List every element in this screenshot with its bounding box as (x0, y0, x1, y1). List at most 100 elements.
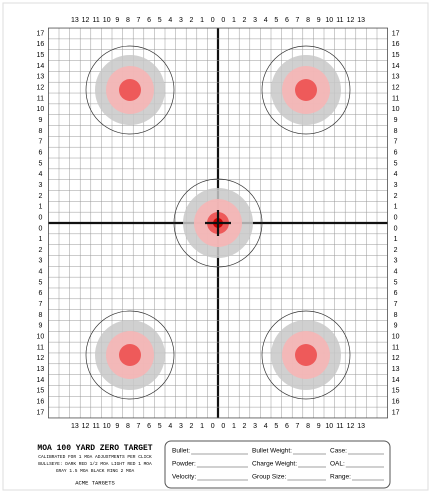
targets (85, 45, 351, 400)
left-label: 1 (38, 204, 42, 211)
top-label: 6 (285, 17, 289, 24)
left-label: 14 (37, 377, 45, 384)
left-label: 2 (38, 193, 42, 200)
bottom-label: 13 (357, 423, 365, 430)
outer-ring (261, 45, 351, 135)
right-label: 6 (394, 290, 398, 297)
right-label: 3 (394, 182, 398, 189)
right-label: 2 (394, 247, 398, 254)
form-label: Velocity: (172, 474, 196, 481)
left-label: 3 (38, 182, 42, 189)
footer-line: CALIBRATED FOR 1 MOA ADJUSTMENTS PER CLI… (38, 454, 152, 460)
left-label: 8 (38, 128, 42, 135)
right-label: 14 (392, 377, 400, 384)
left-label: 13 (37, 74, 45, 81)
right-label: 9 (394, 117, 398, 124)
left-label: 9 (38, 323, 42, 330)
footer-line: GRAY 1.5 MOA BLACK RING 2 MOA (56, 468, 135, 474)
left-label: 5 (38, 160, 42, 167)
right-label: 17 (392, 30, 400, 37)
left-label: 16 (37, 41, 45, 48)
right-label: 9 (394, 323, 398, 330)
bottom-label: 6 (285, 423, 289, 430)
outer-ring (173, 178, 263, 268)
right-label: 16 (392, 399, 400, 406)
bottom-label: 8 (126, 423, 130, 430)
right-label: 16 (392, 41, 400, 48)
form-label: Powder: (172, 461, 196, 468)
form-label: Range: (330, 474, 351, 481)
bottom-label: 1 (232, 423, 236, 430)
top-label: 3 (253, 17, 257, 24)
top-label: 11 (336, 17, 343, 24)
right-label: 14 (392, 63, 400, 70)
bottom-label: 0 (221, 423, 225, 430)
right-label: 8 (394, 312, 398, 319)
footer-brand: ACME TARGETS (75, 479, 115, 486)
right-label: 7 (394, 301, 398, 308)
bottom-label: 12 (82, 423, 90, 430)
left-label: 4 (38, 171, 42, 178)
bottom-label: 2 (243, 423, 247, 430)
right-label: 4 (394, 269, 398, 276)
bottom-label: 7 (137, 423, 141, 430)
left-label: 12 (37, 355, 45, 362)
top-label: 12 (82, 17, 90, 24)
left-label: 14 (37, 63, 45, 70)
footer-title: MOA 100 YARD ZERO TARGET (37, 444, 152, 453)
bottom-label: 5 (158, 423, 162, 430)
bottom-label: 5 (274, 423, 278, 430)
bottom-label: 8 (306, 423, 310, 430)
top-label: 5 (158, 17, 162, 24)
bottom-label: 7 (296, 423, 300, 430)
left-label: 10 (37, 334, 45, 341)
outer-ring (85, 310, 175, 400)
right-label: 5 (394, 279, 398, 286)
top-label: 6 (147, 17, 151, 24)
right-label: 10 (392, 334, 400, 341)
top-label: 10 (103, 17, 111, 24)
top-label: 13 (71, 17, 79, 24)
outer-ring (85, 45, 175, 135)
top-label: 9 (317, 17, 321, 24)
left-label: 9 (38, 117, 42, 124)
right-label: 1 (394, 204, 398, 211)
top-label: 8 (126, 17, 130, 24)
bottom-label: 9 (115, 423, 119, 430)
top-label: 4 (264, 17, 268, 24)
form-label: Charge Weight: (252, 461, 297, 468)
right-label: 11 (392, 95, 399, 102)
right-label: 11 (392, 344, 399, 351)
left-label: 10 (37, 106, 45, 113)
left-label: 16 (37, 399, 45, 406)
right-label: 8 (394, 128, 398, 135)
right-label: 15 (392, 52, 400, 59)
right-label: 6 (394, 149, 398, 156)
left-label: 6 (38, 290, 42, 297)
footer-line: BULLSEYE: DARK RED 1/2 MOA LIGHT RED 1 M… (38, 461, 152, 467)
dark-red (295, 79, 317, 101)
bottom-label: 13 (71, 423, 79, 430)
form-label: Bullet Weight: (252, 448, 292, 455)
left-label: 0 (38, 214, 42, 221)
left-label: 12 (37, 84, 45, 91)
form-label: Bullet: (172, 448, 190, 455)
right-label: 1 (394, 236, 398, 243)
right-label: 17 (392, 409, 400, 416)
form-box (164, 440, 391, 489)
left-label: 7 (38, 301, 42, 308)
bottom-label: 3 (253, 423, 257, 430)
right-label: 10 (392, 106, 400, 113)
form-label: Group Size: (252, 474, 287, 481)
labels: 1313121211111010998877665544332211000011… (37, 17, 400, 430)
top-label: 1 (232, 17, 236, 24)
bottom-label: 12 (347, 423, 355, 430)
bottom-label: 10 (325, 423, 333, 430)
dark-red (119, 344, 141, 366)
left-label: 17 (37, 30, 45, 37)
bottom-label: 6 (147, 423, 151, 430)
top-label: 7 (137, 17, 141, 24)
left-label: 11 (37, 95, 44, 102)
